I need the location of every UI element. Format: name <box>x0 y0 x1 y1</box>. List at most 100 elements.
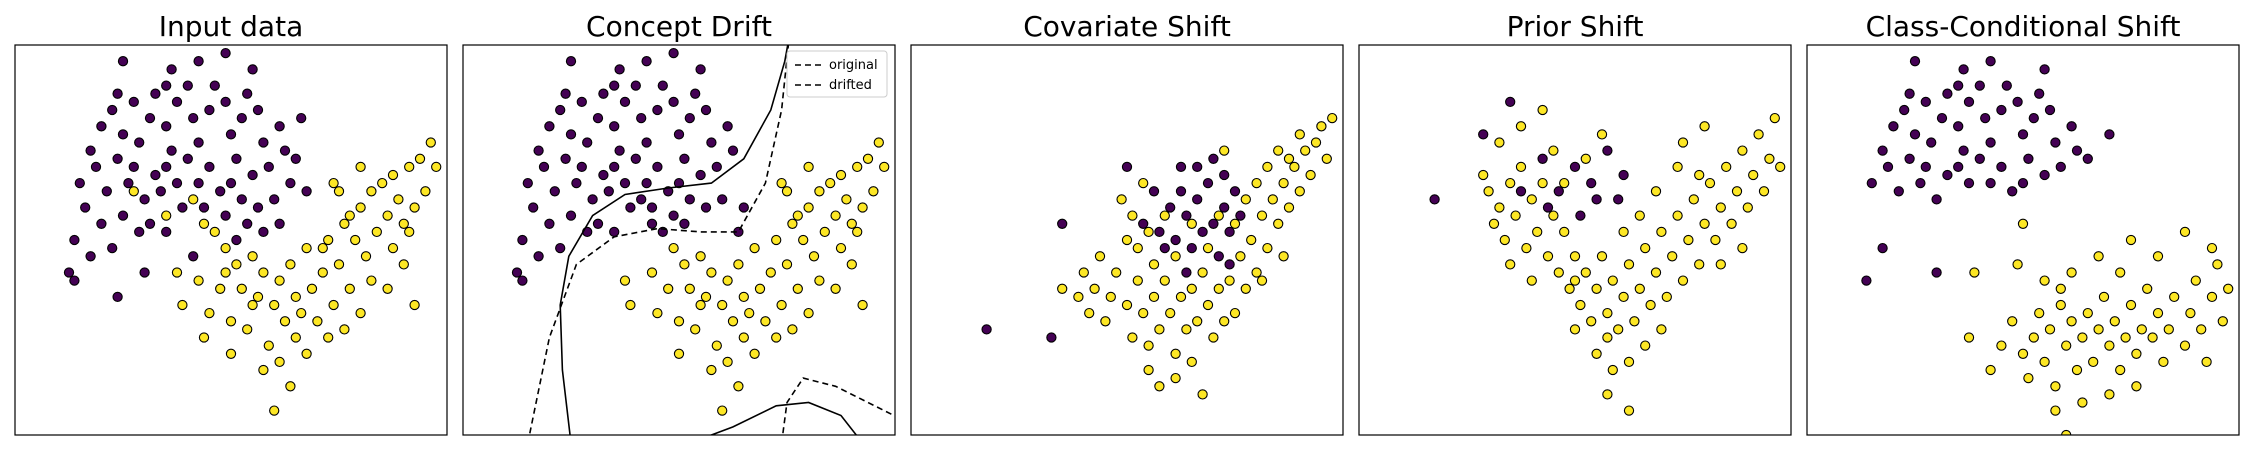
data-point <box>285 259 296 270</box>
data-point <box>2093 324 2104 335</box>
data-point <box>1769 112 1780 124</box>
data-point <box>1515 161 1527 173</box>
data-point <box>1197 389 1208 400</box>
data-point <box>323 332 334 343</box>
data-point <box>1688 194 1699 205</box>
data-point <box>409 299 420 311</box>
data-point <box>1634 283 1645 294</box>
data-point <box>242 324 253 335</box>
data-point <box>258 364 269 376</box>
data-point <box>155 186 166 197</box>
data-point <box>242 88 253 99</box>
data-point <box>2196 324 2207 335</box>
data-point <box>242 218 253 229</box>
data-point <box>1650 186 1662 197</box>
data-point <box>1116 194 1127 205</box>
data-point <box>684 283 695 294</box>
data-point <box>1537 104 1548 116</box>
data-point <box>1985 137 1996 148</box>
data-point <box>1246 234 1257 246</box>
data-point <box>366 275 377 286</box>
data-point <box>1143 364 1154 376</box>
data-point <box>1591 194 1602 205</box>
data-point <box>69 234 80 246</box>
data-point <box>1623 259 1635 270</box>
data-point <box>139 194 150 205</box>
data-point <box>1596 251 1608 262</box>
data-point <box>555 242 566 254</box>
data-point <box>220 96 231 108</box>
data-point <box>1526 194 1537 205</box>
data-point <box>2158 356 2169 368</box>
data-point <box>107 104 118 116</box>
data-point <box>2190 275 2201 286</box>
data-point <box>1488 218 1500 229</box>
data-point <box>825 177 836 189</box>
data-point <box>1985 177 1996 189</box>
data-point <box>1132 242 1143 254</box>
data-point <box>1909 129 1921 140</box>
data-point <box>603 186 614 197</box>
data-point <box>317 242 328 254</box>
data-point <box>225 177 237 189</box>
data-point <box>1283 202 1295 213</box>
data-point <box>2017 177 2029 189</box>
data-point <box>1170 234 1181 246</box>
data-point <box>1607 275 1618 286</box>
data-point <box>1623 356 1635 368</box>
data-point <box>2066 267 2077 278</box>
data-point <box>1936 112 1948 124</box>
panel-4: Prior Shift <box>1358 10 1792 436</box>
data-point <box>1640 242 1651 254</box>
data-point <box>209 226 220 238</box>
data-point <box>117 210 129 221</box>
data-point <box>128 161 139 173</box>
data-point <box>1569 324 1581 335</box>
data-point <box>630 153 641 164</box>
data-point <box>749 348 760 359</box>
data-point <box>1327 112 1338 124</box>
data-point <box>301 186 312 197</box>
data-point <box>2179 226 2191 238</box>
data-point <box>220 47 231 59</box>
data-point <box>695 299 706 311</box>
data-point <box>161 210 172 221</box>
data-point <box>565 129 577 140</box>
data-point <box>1607 364 1618 376</box>
boundary-original <box>559 45 789 435</box>
data-point <box>279 316 291 327</box>
plot-area <box>1429 96 1786 416</box>
data-point <box>231 153 242 164</box>
data-point <box>803 307 814 319</box>
data-point <box>274 218 285 229</box>
data-point <box>1958 64 1969 75</box>
data-point <box>2023 153 2034 164</box>
data-point <box>1078 267 1089 278</box>
data-point <box>1046 332 1057 343</box>
data-point <box>269 405 280 416</box>
data-point <box>879 161 890 173</box>
data-point <box>2212 259 2223 270</box>
data-point <box>592 112 604 124</box>
data-point <box>1613 324 1624 335</box>
data-point <box>1289 161 1300 173</box>
data-point <box>177 299 188 311</box>
data-point <box>792 210 803 221</box>
data-point <box>749 242 760 254</box>
panel-2: Concept Drift original drifted <box>462 10 896 436</box>
data-point <box>646 267 658 278</box>
data-point <box>1877 145 1888 156</box>
series-2 <box>619 137 890 416</box>
data-point <box>1580 267 1591 278</box>
data-point <box>1618 226 1629 238</box>
data-point <box>101 186 112 197</box>
data-point <box>727 316 739 327</box>
data-point <box>128 186 139 197</box>
data-point <box>2007 186 2018 197</box>
data-point <box>609 226 620 238</box>
data-point <box>706 364 717 376</box>
data-point <box>576 96 587 108</box>
data-point <box>2071 364 2083 376</box>
data-point <box>1920 161 1931 173</box>
data-point <box>1866 177 1877 189</box>
